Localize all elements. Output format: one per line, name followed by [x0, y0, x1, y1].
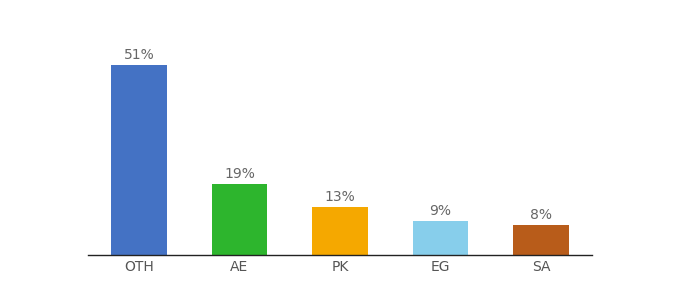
Text: 8%: 8% [530, 208, 552, 222]
Text: 51%: 51% [124, 48, 154, 62]
Text: 9%: 9% [430, 205, 452, 218]
Bar [513, 225, 568, 255]
Bar [211, 184, 267, 255]
Bar [413, 221, 469, 255]
Bar [112, 65, 167, 255]
Bar [312, 207, 368, 255]
Text: 13%: 13% [324, 190, 356, 204]
Text: 19%: 19% [224, 167, 255, 181]
